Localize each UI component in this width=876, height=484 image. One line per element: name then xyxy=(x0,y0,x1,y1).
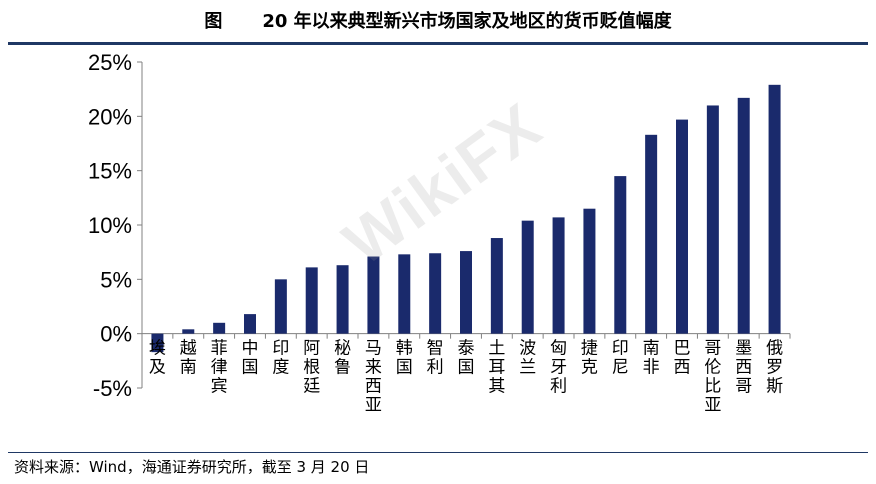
bar xyxy=(645,134,658,334)
bar xyxy=(552,217,565,334)
bar xyxy=(583,208,596,334)
bar xyxy=(336,265,349,334)
y-tick-label: 10% xyxy=(88,213,132,238)
y-tick-label: 5% xyxy=(100,267,132,292)
bar xyxy=(460,251,472,334)
title-rule xyxy=(8,42,868,45)
x-tick-label: 马来西亚 xyxy=(365,339,382,416)
x-tick-label: 印度 xyxy=(272,339,289,378)
x-tick-label: 土耳其 xyxy=(488,339,505,397)
bar xyxy=(768,84,781,334)
bar xyxy=(676,119,688,334)
x-tick-label: 墨西哥 xyxy=(735,339,752,397)
x-tick-label: 哥伦比亚 xyxy=(704,339,721,416)
y-tick-label: 0% xyxy=(100,322,132,347)
x-tick-label: 菲律宾 xyxy=(211,339,228,397)
bar xyxy=(398,254,411,334)
bar xyxy=(521,220,534,334)
y-tick-label: 20% xyxy=(88,104,132,129)
bar xyxy=(151,333,164,353)
chart-title-bar: 图 20 年以来典型新兴市场国家及地区的货币贬值幅度 xyxy=(8,0,868,40)
x-tick-label: 阿根廷 xyxy=(303,339,320,397)
y-tick-label: -5% xyxy=(93,376,132,401)
x-tick-label: 捷克 xyxy=(581,339,598,378)
x-tick-label: 巴西 xyxy=(674,339,691,378)
x-tick-label: 智利 xyxy=(427,339,444,378)
x-tick-label: 埃及 xyxy=(149,339,166,378)
x-tick-label: 俄罗斯 xyxy=(766,339,783,397)
x-tick-label: 中国 xyxy=(242,339,259,378)
bar xyxy=(429,253,442,334)
bar-chart: -5% 0% 5% 10% 15% 20% 25% 埃及越南菲律宾中国印度阿根廷秘鲁马来西亚韩… xyxy=(88,50,791,416)
bar xyxy=(706,105,719,334)
bar xyxy=(614,176,627,334)
x-tick-label: 波兰 xyxy=(519,339,536,378)
x-tick-label: 韩国 xyxy=(396,339,413,378)
figure-label: 图 xyxy=(204,11,223,32)
x-tick-label: 匈牙利 xyxy=(550,339,567,397)
bar xyxy=(244,314,256,334)
chart-title: 20 年以来典型新兴市场国家及地区的货币贬值幅度 xyxy=(262,11,672,32)
footer-rule xyxy=(8,452,868,453)
bar xyxy=(367,256,380,334)
bar xyxy=(213,322,226,334)
source-note: 资料来源：Wind，海通证券研究所，截至 3 月 20 日 xyxy=(14,458,370,476)
bar xyxy=(182,329,195,334)
bar xyxy=(490,238,503,334)
y-tick-label: 15% xyxy=(88,159,132,184)
x-tick-label: 越南 xyxy=(180,339,197,378)
y-tick-label: 25% xyxy=(88,50,132,75)
x-tick-label: 秘鲁 xyxy=(334,339,351,378)
x-tick-label: 南非 xyxy=(643,339,660,378)
bar xyxy=(274,279,287,334)
x-tick-label: 印尼 xyxy=(612,339,629,378)
bar xyxy=(737,97,750,334)
bar xyxy=(305,267,318,334)
x-tick-label: 泰国 xyxy=(458,339,475,378)
